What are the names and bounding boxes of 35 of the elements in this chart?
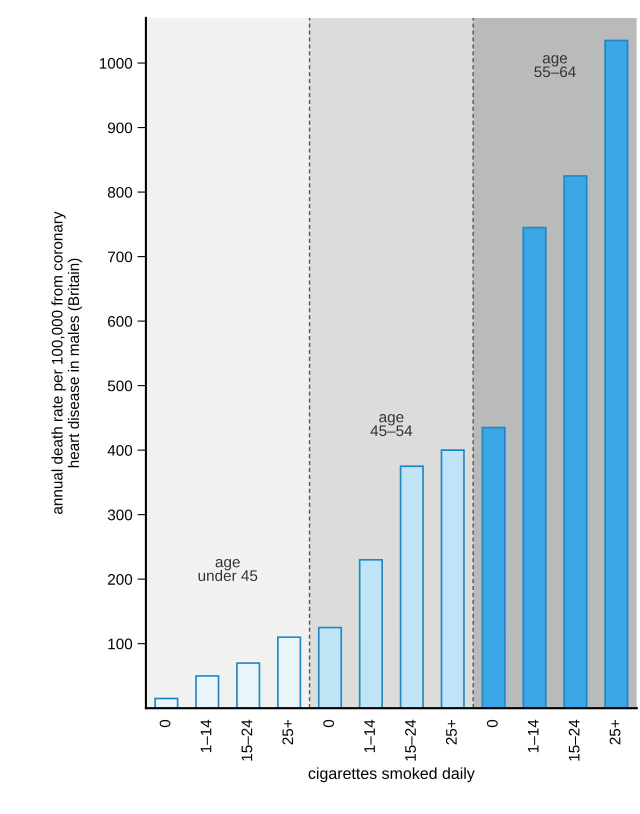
- x-tick-label: 25+: [282, 720, 294, 744]
- bar: [563, 175, 588, 708]
- bar: [400, 465, 424, 708]
- x-tick-label: 1–14: [364, 720, 375, 752]
- bar: [604, 40, 628, 708]
- y-tick-label: 400: [108, 445, 132, 456]
- y-tick-label: 300: [108, 510, 132, 520]
- x-tick-label: 0: [323, 720, 334, 728]
- y-tick-label: 200: [108, 574, 132, 585]
- bar: [482, 426, 506, 708]
- y-tick-label: 900: [108, 122, 132, 134]
- y-tick-label: 800: [108, 186, 132, 198]
- x-tick-label: 15–24: [405, 720, 416, 761]
- x-tick-label: 25+: [446, 720, 457, 744]
- x-tick-label: 15–24: [241, 720, 252, 761]
- x-tick-label: 15–24: [568, 720, 580, 761]
- x-tick-label: 0: [160, 720, 170, 728]
- y-tick-label: 700: [108, 251, 132, 262]
- y-tick-label: 1000: [100, 58, 132, 69]
- y-tick-label: 600: [108, 316, 132, 327]
- x-tick-label: 1–14: [200, 720, 212, 752]
- annotation: age under 45: [198, 559, 258, 582]
- bar: [440, 449, 465, 708]
- bar: [318, 626, 342, 708]
- bar: [358, 558, 383, 708]
- bar: [522, 226, 547, 708]
- x-tick-label: 0: [486, 720, 498, 728]
- y-tick-label: 100: [108, 638, 132, 650]
- x-tick-label: 25+: [610, 720, 620, 744]
- y-tick-label: 500: [108, 380, 132, 392]
- y-axis-title: annual death rate per 100,000 from coronary heart disease in males (Britain): [51, 211, 82, 514]
- annotation: age 55–64: [534, 55, 576, 78]
- x-tick-label: 1–14: [528, 720, 538, 752]
- annotation: age 45–54: [370, 414, 412, 436]
- x-axis-title: cigarettes smoked daily: [308, 767, 475, 782]
